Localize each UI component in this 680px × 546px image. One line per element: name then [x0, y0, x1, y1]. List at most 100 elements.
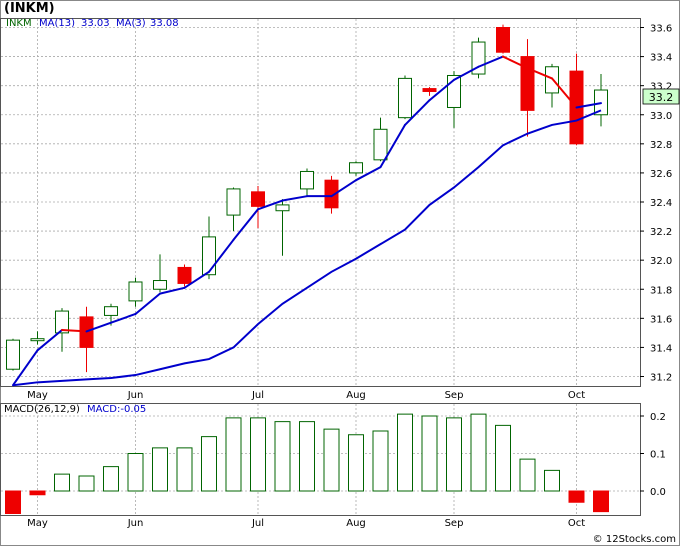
macd-bar-positive	[78, 475, 95, 492]
macd-legend-label: MACD(26,12,9)	[4, 404, 80, 415]
price-y-tick-label: 33.2	[650, 82, 672, 93]
ma3-segment	[453, 65, 480, 81]
macd-bar-negative	[29, 490, 46, 496]
price-x-tick-label: Aug	[346, 390, 366, 401]
candle-up	[153, 280, 167, 290]
ma3-segment	[61, 328, 88, 333]
price-y-tick-label: 33.6	[650, 24, 672, 35]
macd-bar-positive	[421, 415, 438, 492]
macd-bar-negative	[568, 490, 585, 503]
macd-bars	[5, 413, 609, 514]
ma3-segment	[404, 99, 431, 126]
ma3-legend-label: MA(3)	[116, 18, 146, 29]
price-x-tick-label: Sep	[445, 390, 464, 401]
ma3-segment	[36, 328, 63, 352]
macd-bar-negative	[5, 490, 21, 514]
price-y-tick-label: 32.6	[650, 169, 672, 180]
price-y-tick-label: 33.0	[650, 111, 672, 122]
price-x-tick-label: Jun	[127, 390, 144, 401]
macd-y-tick-label: 0.2	[650, 412, 666, 423]
ma3-segment	[575, 102, 602, 109]
price-y-tick-label: 32.8	[650, 140, 672, 151]
macd-x-tick-label: Jun	[127, 518, 144, 529]
ma13-line	[12, 109, 602, 387]
macd-bar-positive	[250, 417, 266, 492]
macd-bar-positive	[544, 469, 560, 492]
ma13-legend-label: MA(13)	[39, 18, 75, 29]
price-y-tick-label: 32.4	[650, 198, 672, 209]
candle-down	[177, 266, 192, 284]
macd-legend-value: MACD:-0.05	[87, 404, 146, 415]
ma3-segment	[526, 67, 553, 80]
candle-down	[496, 27, 510, 53]
candle-down	[520, 56, 535, 111]
ticker-legend: INKM	[6, 18, 32, 29]
last-price-badge-text: 33.2	[649, 91, 674, 104]
price-y-tick-label: 31.4	[650, 343, 672, 354]
macd-x-tick-label: Aug	[346, 518, 366, 529]
price-x-axis: May Jun Jul Aug Sep Oct	[27, 390, 585, 401]
candle-up	[30, 338, 45, 342]
macd-y-tick-label: 0.1	[650, 450, 666, 461]
watermark: © 12Stocks.com	[592, 534, 676, 545]
price-y-tick-label: 33.4	[650, 53, 672, 64]
ma3-line	[12, 55, 602, 387]
ma3-segment	[428, 78, 455, 102]
ma13-legend-value: 33.03	[81, 18, 110, 29]
candle-up	[275, 204, 290, 212]
price-y-tick-label: 31.6	[650, 314, 672, 325]
macd-bar-positive	[519, 458, 536, 492]
macd-x-tick-label: Sep	[445, 518, 464, 529]
candle-down	[324, 179, 339, 209]
macd-bar-positive	[323, 428, 340, 492]
macd-x-tick-label: May	[27, 518, 48, 529]
macd-bar-positive	[225, 417, 242, 492]
ma3-segment	[502, 55, 529, 70]
price-y-tick-label: 32.2	[650, 227, 672, 238]
macd-bar-positive	[274, 421, 291, 492]
last-price-badge	[642, 88, 680, 105]
ma3-segment	[355, 166, 382, 182]
price-x-tick-label: May	[27, 390, 48, 401]
macd-bar-positive	[201, 436, 217, 492]
candle-up	[55, 310, 69, 334]
macd-bar-positive	[348, 434, 364, 492]
candle-up	[202, 236, 216, 276]
macd-bar-positive	[54, 473, 70, 492]
macd-bar-positive	[397, 413, 413, 492]
macd-x-tick-label: Jul	[251, 518, 264, 529]
macd-bar-positive	[470, 413, 487, 492]
macd-bar-positive	[299, 421, 315, 492]
ma3-segment	[110, 312, 137, 324]
ma3-legend-value: 33.08	[150, 18, 179, 29]
candle-down	[251, 191, 265, 207]
candle-up	[6, 339, 20, 370]
macd-bar-positive	[176, 447, 193, 492]
ma3-segment	[85, 321, 112, 333]
ma3-segment	[379, 123, 406, 169]
ma3-segment	[159, 286, 186, 295]
macd-y-axis: 0.0 0.1 0.2	[640, 412, 666, 498]
candle-up	[300, 170, 314, 190]
candle-up	[128, 281, 143, 302]
macd-bar-positive	[127, 453, 144, 492]
ma3-segment	[257, 199, 284, 211]
ma3-segment	[551, 77, 578, 109]
ma3-segment	[232, 208, 259, 241]
ma3-segment	[477, 55, 504, 68]
price-y-axis: 31.2 31.4 31.6 31.8 32.0 32.2 32.4 32.6 32.8 33.0…	[640, 24, 672, 384]
macd-bar-positive	[446, 417, 462, 492]
price-x-tick-label: Jul	[251, 390, 264, 401]
macd-bar-positive	[495, 424, 511, 492]
candle-up	[226, 188, 241, 216]
ma3-segment	[330, 179, 357, 198]
macd-x-axis: May Jun Jul Aug Sep Oct	[27, 518, 585, 529]
ma3-segment	[12, 349, 39, 387]
ma3-segment	[281, 195, 308, 202]
price-y-tick-label: 32.0	[650, 256, 672, 267]
ma3-segment	[134, 292, 161, 315]
price-y-tick-label: 31.2	[650, 373, 672, 384]
candle-down	[422, 88, 437, 92]
